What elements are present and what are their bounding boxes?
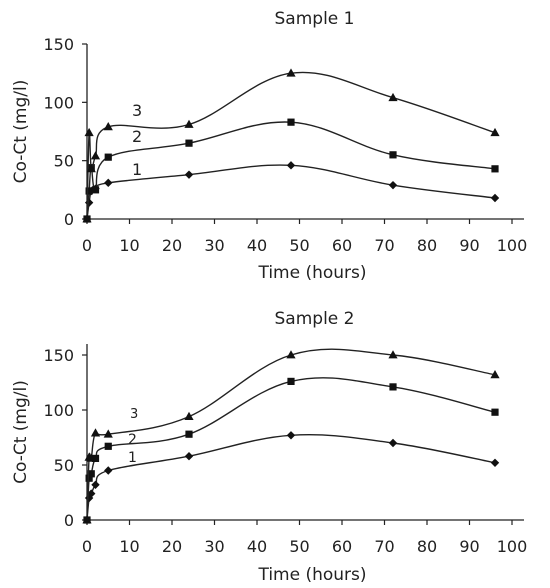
data-point-square — [85, 474, 93, 482]
data-point-triangle — [286, 68, 296, 77]
x-tick-label: 80 — [417, 236, 437, 255]
chart-title: Sample 1 — [275, 9, 355, 29]
x-tick-label: 50 — [289, 236, 309, 255]
y-axis-label: Co-Ct (mg/l) — [11, 80, 31, 184]
data-point-diamond — [87, 489, 96, 498]
data-point-square — [491, 408, 499, 416]
data-point-square — [185, 139, 193, 147]
x-tick-label: 70 — [374, 236, 394, 255]
data-point-triangle — [86, 164, 96, 173]
y-tick-label: 150 — [43, 35, 74, 54]
series-label-1: 1 — [128, 450, 137, 466]
data-point-square — [91, 186, 100, 194]
data-point-square — [85, 187, 93, 195]
chart-sample-1: Sample 1 Time (hours) Co-Ct (mg/l) 05010… — [11, 9, 527, 283]
x-axis-label: Time (hours) — [257, 263, 366, 283]
data-point-triangle — [184, 119, 194, 128]
data-point-triangle — [286, 350, 296, 359]
y-tick-label: 100 — [43, 401, 74, 420]
x-tick-label: 100 — [497, 537, 528, 556]
x-tick-label: 40 — [247, 236, 267, 255]
data-point-triangle — [82, 515, 92, 524]
data-point-square — [389, 151, 397, 159]
data-point-triangle — [388, 92, 398, 102]
data-point-diamond — [490, 193, 500, 203]
x-tick-label: 50 — [289, 537, 309, 556]
chart-title: Sample 2 — [275, 309, 355, 329]
x-tick-label: 30 — [204, 236, 224, 255]
x-tick-label: 100 — [497, 236, 528, 255]
data-point-triangle — [84, 127, 94, 137]
x-tick-label: 90 — [459, 537, 479, 556]
data-point-square — [491, 165, 499, 173]
data-point-diamond — [104, 466, 113, 475]
y-tick-label: 100 — [43, 93, 74, 112]
data-point-diamond — [388, 438, 398, 448]
data-point-triangle — [82, 214, 92, 223]
data-point-square — [389, 383, 397, 391]
data-point-triangle — [103, 429, 113, 438]
series-label-3: 3 — [132, 101, 142, 120]
x-tick-label: 70 — [374, 537, 394, 556]
data-point-diamond — [490, 458, 500, 467]
data-point-square — [185, 430, 193, 438]
y-axis-label: Co-Ct (mg/l) — [11, 380, 31, 484]
data-point-triangle — [184, 411, 194, 420]
data-point-triangle — [86, 453, 96, 462]
data-point-triangle — [103, 122, 113, 131]
data-point-diamond — [286, 161, 296, 170]
data-point-diamond — [184, 170, 194, 179]
data-point-triangle — [388, 350, 398, 359]
series-line-3 — [86, 71, 496, 220]
series-line-2 — [86, 377, 496, 521]
x-tick-label: 90 — [459, 236, 479, 255]
x-tick-label: 30 — [204, 537, 224, 556]
series-line-2 — [86, 121, 496, 220]
data-point-square — [91, 454, 100, 462]
data-point-triangle — [490, 370, 500, 379]
data-point-diamond — [104, 178, 113, 188]
series-label-2: 2 — [132, 127, 142, 146]
x-tick-label: 80 — [417, 537, 437, 556]
x-axis-label: Time (hours) — [257, 565, 366, 585]
data-point-diamond — [184, 452, 194, 461]
data-point-triangle — [90, 151, 101, 160]
y-tick-label: 50 — [54, 456, 74, 475]
y-tick-label: 150 — [43, 346, 74, 365]
data-point-square — [104, 153, 112, 161]
x-tick-label: 0 — [82, 537, 92, 556]
series-label-3: 3 — [130, 407, 138, 422]
y-tick-label: 0 — [64, 511, 74, 530]
series-label-2: 2 — [128, 432, 137, 448]
x-tick-label: 0 — [82, 236, 92, 255]
data-point-square — [104, 442, 112, 450]
data-point-triangle — [490, 127, 500, 137]
x-tick-label: 20 — [162, 236, 182, 255]
y-tick-label: 50 — [54, 152, 74, 171]
series-line-1 — [86, 164, 496, 220]
x-tick-label: 20 — [162, 537, 182, 556]
y-tick-label: 0 — [64, 210, 74, 229]
x-tick-label: 10 — [119, 236, 139, 255]
data-point-diamond — [388, 180, 398, 190]
x-tick-label: 60 — [332, 537, 352, 556]
data-point-square — [287, 377, 295, 385]
chart-sample-2: Sample 2 Time (hours) Co-Ct (mg/l) 05010… — [11, 309, 527, 585]
x-tick-label: 10 — [119, 537, 139, 556]
x-tick-label: 40 — [247, 537, 267, 556]
x-tick-label: 60 — [332, 236, 352, 255]
data-point-square — [87, 470, 95, 478]
data-point-diamond — [91, 480, 100, 489]
data-point-triangle — [90, 428, 101, 437]
series-line-1 — [86, 434, 496, 521]
data-point-diamond — [286, 431, 296, 440]
series-label-1: 1 — [132, 160, 142, 179]
data-point-square — [287, 118, 295, 126]
